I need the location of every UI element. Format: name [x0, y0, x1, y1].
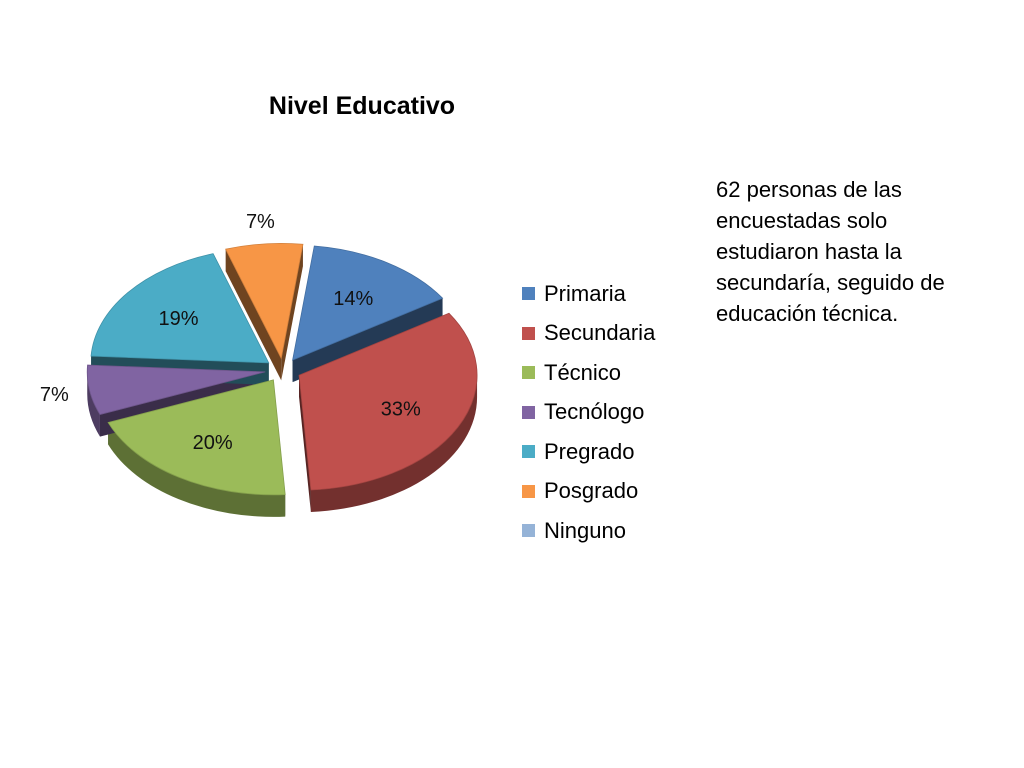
legend-item-tecnico: Técnico: [522, 353, 655, 393]
legend-item-tecnologo: Tecnólogo: [522, 393, 655, 433]
annotation-text: 62 personas de las encuestadas solo estu…: [716, 177, 945, 326]
data-label-tecnologo: 7%: [40, 384, 69, 406]
legend-swatch: [522, 484, 535, 498]
legend-label: Tecnólogo: [544, 399, 645, 425]
data-label-secundaria: 33%: [381, 398, 421, 420]
slice-primaria: [292, 245, 444, 361]
data-label-pregrado: 19%: [158, 308, 198, 330]
data-label-tecnico: 20%: [193, 432, 233, 454]
slice-pregrado: [90, 253, 270, 364]
slice-posgrado: [225, 243, 304, 360]
slice-tecnico: [107, 379, 286, 496]
legend-swatch: [522, 326, 535, 340]
slice-secundaria: [298, 312, 478, 491]
legend-label: Posgrado: [544, 478, 639, 504]
slice-side-posgrado: [225, 244, 303, 381]
chart-title: Nivel Educativo: [268, 92, 456, 120]
legend-item-posgrado: Posgrado: [522, 472, 655, 512]
legend-item-pregrado: Pregrado: [522, 432, 655, 472]
legend-label: Pregrado: [544, 438, 635, 464]
legend-label: Técnico: [544, 359, 622, 385]
legend-swatch: [522, 287, 535, 301]
legend-swatch: [522, 524, 535, 538]
legend-label: Primaria: [544, 280, 626, 306]
legend-item-primaria: Primaria: [522, 274, 655, 314]
pie-slices: [86, 243, 478, 517]
legend-item-secundaria: Secundaria: [522, 314, 655, 354]
legend-swatch: [522, 366, 535, 380]
legend-label: Ninguno: [544, 517, 626, 543]
data-label-posgrado: 7%: [246, 211, 275, 233]
legend-swatch: [522, 445, 535, 459]
legend-swatch: [522, 405, 535, 419]
legend-label: Secundaria: [544, 320, 656, 346]
slice-tecnologo: [86, 364, 266, 416]
legend-item-ninguno: Ninguno: [522, 511, 655, 551]
data-label-primaria: 14%: [333, 288, 373, 310]
chart-legend: Primaria Secundaria Técnico Tecnólogo Pregra…: [522, 274, 655, 551]
